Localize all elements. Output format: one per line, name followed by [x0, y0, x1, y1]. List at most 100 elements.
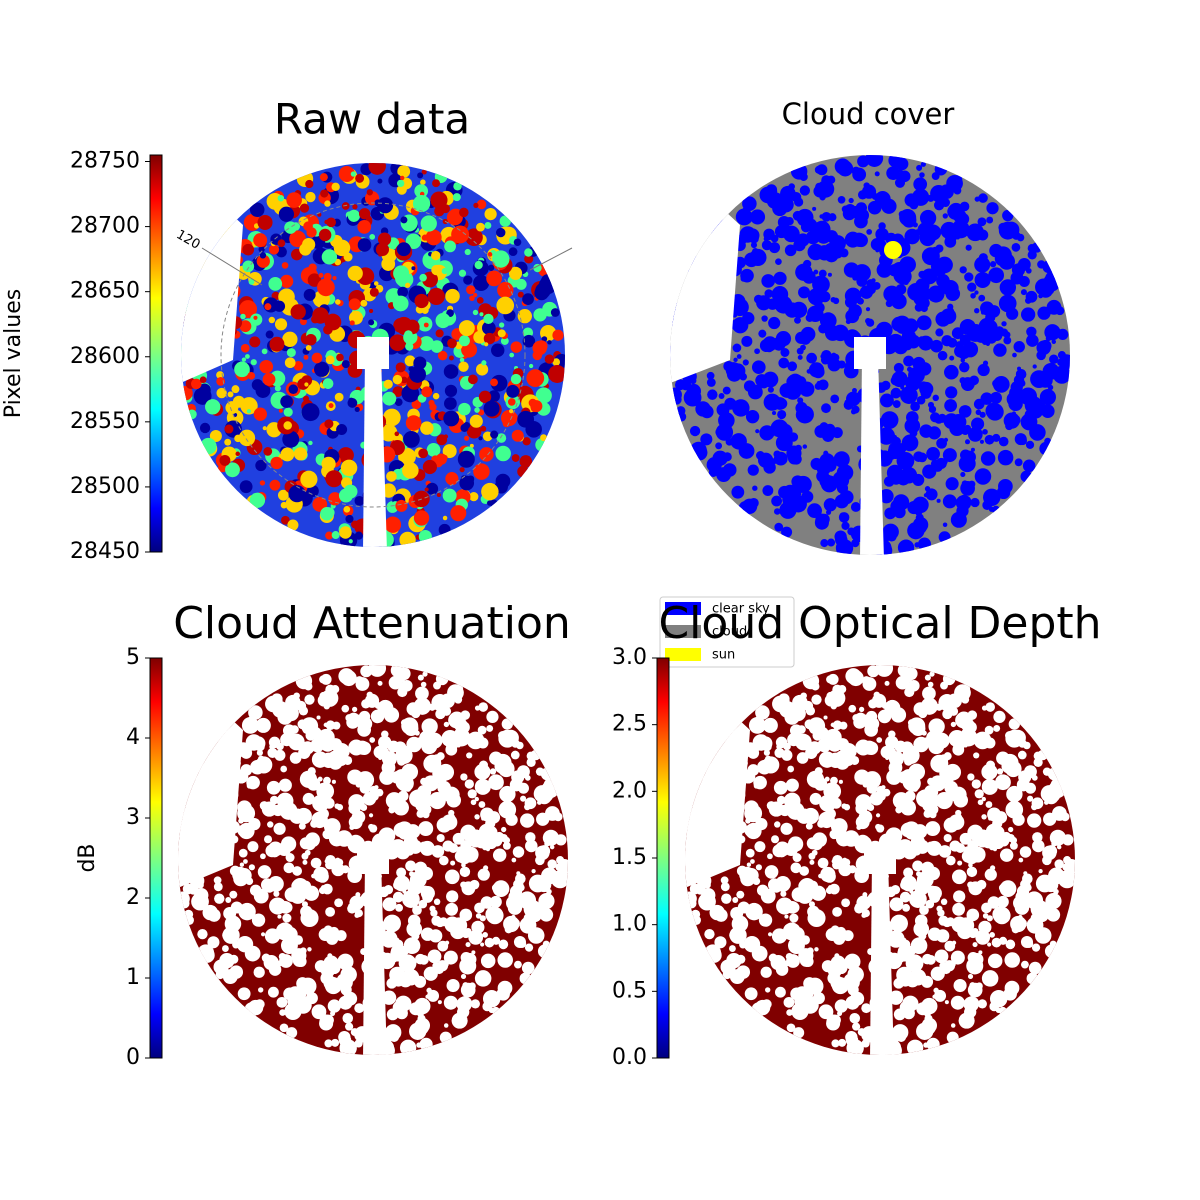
sky-blob [419, 840, 435, 856]
sky-blob [977, 217, 987, 227]
sky-blob [258, 246, 265, 253]
legend-label: cloud [712, 625, 747, 640]
sky-blob [191, 378, 202, 390]
sky-blob [851, 166, 861, 176]
sky-blob [550, 308, 560, 317]
sky-blob [823, 498, 837, 512]
sky-blob [761, 274, 776, 288]
sky-blob [442, 488, 457, 503]
sky-blob [763, 749, 770, 756]
sky-blob [325, 531, 334, 540]
sky-blob [519, 455, 533, 468]
sky-blob [222, 969, 238, 985]
sky-blob [930, 261, 942, 272]
sky-blob [990, 960, 997, 966]
sky-blob [476, 297, 484, 304]
sky-blob [926, 446, 940, 461]
sky-blob [259, 252, 267, 259]
sky-blob [912, 356, 926, 370]
sky-blob [262, 373, 276, 386]
sky-blob [878, 222, 886, 230]
sky-blob [286, 348, 296, 358]
sky-blob [828, 883, 840, 895]
sky-blob [741, 335, 753, 347]
sky-blob [1030, 370, 1048, 388]
sky-blob [469, 414, 483, 428]
sky-blob [532, 905, 545, 918]
sky-blob [997, 449, 1014, 466]
sky-blob [484, 221, 492, 229]
sky-blob [913, 921, 930, 937]
sky-blob [920, 387, 932, 399]
sky-blob [513, 879, 524, 890]
sky-blob [771, 495, 783, 507]
sky-blob [850, 409, 857, 415]
sky-blob [270, 456, 283, 470]
sky-blob [992, 379, 1000, 388]
sky-blob [496, 227, 506, 238]
sky-blob [897, 539, 915, 555]
sky-blob [925, 224, 942, 241]
sky-blob [796, 808, 812, 824]
sky-blob [904, 228, 920, 245]
sky-blob [949, 355, 955, 361]
sky-blob [392, 374, 403, 385]
sky-blob [1057, 358, 1065, 367]
sky-blob [917, 452, 928, 463]
sky-blob [810, 887, 815, 893]
sky-blob [1035, 874, 1054, 893]
sky-blob [819, 194, 826, 201]
sky-blob [358, 208, 371, 220]
sky-blob [286, 192, 302, 208]
sky-blob [422, 671, 428, 677]
sky-blob [248, 279, 255, 285]
sky-blob [709, 904, 725, 921]
sky-blob [266, 780, 281, 795]
sky-blob [793, 1027, 805, 1039]
sky-blob [464, 248, 471, 256]
sky-blob [944, 364, 959, 380]
sky-blob [1018, 275, 1030, 287]
sky-blob [268, 244, 280, 255]
sky-blob [987, 942, 992, 947]
sky-blob [468, 930, 484, 945]
sky-blob [506, 384, 520, 398]
sky-blob [396, 242, 411, 257]
sky-blob [743, 935, 761, 953]
sky-blob [288, 733, 305, 751]
sky-blob [473, 292, 478, 298]
sky-blob [984, 868, 997, 881]
sky-blob [1031, 943, 1041, 952]
sky-blob [304, 838, 316, 851]
sky-blob [964, 272, 974, 282]
panel-title: Cloud Attenuation [173, 598, 571, 649]
sky-blob [463, 275, 473, 285]
sky-blob [906, 1039, 924, 1055]
sky-blob [795, 376, 807, 387]
sky-blob [397, 790, 409, 802]
sky-blob [419, 1037, 433, 1051]
sky-blob [240, 747, 253, 759]
sky-blob [478, 702, 489, 712]
sky-blob [775, 434, 793, 452]
sky-blob [824, 776, 830, 782]
sky-blob [476, 764, 485, 773]
sky-blob [722, 386, 731, 395]
sky-blob [976, 879, 987, 890]
colorbar-label: Pixel values [1, 289, 26, 418]
sky-blob [298, 746, 311, 759]
sky-blob [846, 163, 853, 170]
sky-blob [497, 281, 514, 299]
sky-blob [404, 330, 413, 339]
sky-blob [469, 492, 479, 502]
sky-blob [513, 238, 522, 247]
colorbar-tick-label: 3 [126, 805, 140, 830]
sky-blob [478, 467, 484, 473]
sky-blob [986, 915, 993, 922]
sky-blob [234, 434, 242, 443]
sky-blob [485, 847, 491, 852]
sky-blob [814, 165, 823, 174]
sky-blob [875, 823, 882, 830]
sky-blob [279, 954, 293, 968]
sky-blob [772, 200, 788, 217]
